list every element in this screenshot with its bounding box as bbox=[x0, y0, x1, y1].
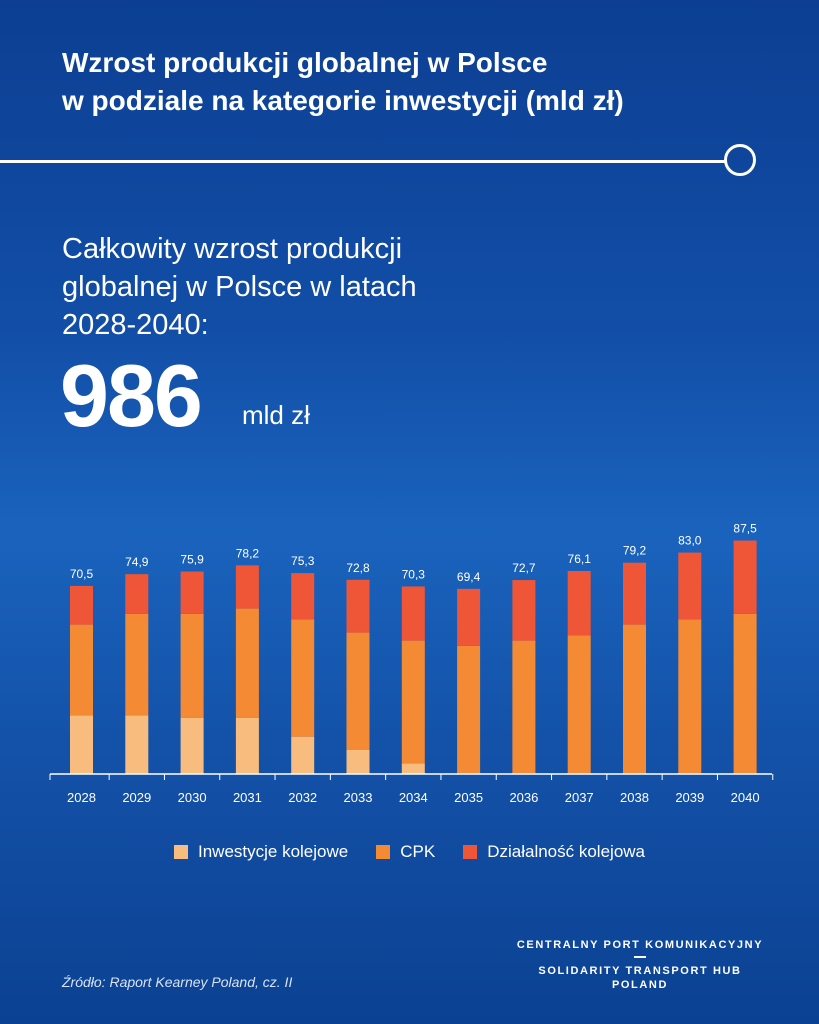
x-tick-label-2039: 2039 bbox=[675, 790, 704, 805]
bar-segment-2030-s0 bbox=[180, 717, 204, 774]
x-tick-label-2028: 2028 bbox=[67, 790, 96, 805]
x-tick-label-2040: 2040 bbox=[731, 790, 760, 805]
bar-segment-2040-s2 bbox=[733, 540, 757, 614]
x-tick-label-2030: 2030 bbox=[178, 790, 207, 805]
total-unit: mld zł bbox=[242, 400, 310, 430]
total-label-2028: 70,5 bbox=[70, 567, 94, 581]
brand-line-2: SOLIDARITY TRANSPORT HUB bbox=[538, 965, 742, 977]
legend-swatch-dzialalnosc bbox=[463, 845, 478, 859]
bar-segment-2030-s2 bbox=[180, 571, 204, 614]
bar-segment-2032-s2 bbox=[291, 573, 315, 620]
bar-segment-2032-s1 bbox=[291, 619, 315, 737]
chart-title: Wzrost produkcji globalnej w Polsce w po… bbox=[62, 44, 782, 120]
bar-segment-2033-s1 bbox=[346, 632, 370, 750]
summary-line-3: 2028-2040: bbox=[62, 309, 209, 341]
bar-segment-2039-s2 bbox=[678, 552, 702, 620]
bar-segment-2038-s1 bbox=[623, 624, 646, 774]
bar-segment-2031-s2 bbox=[235, 565, 259, 609]
legend-swatch-inwestycje bbox=[173, 845, 188, 859]
bar-segment-2037-s2 bbox=[567, 570, 591, 636]
total-label-2032: 75,3 bbox=[291, 554, 315, 568]
legend-label-cpk: CPK bbox=[400, 842, 436, 861]
title-line-1: Wzrost produkcji globalnej w Polsce bbox=[62, 47, 548, 78]
brand-logo-text: CENTRALNY PORT KOMUNIKACYJNY SOLIDARITY … bbox=[500, 938, 780, 992]
bar-segment-2038-s2 bbox=[623, 562, 646, 625]
x-tick-label-2037: 2037 bbox=[565, 790, 594, 805]
bar-segment-2035-s1 bbox=[457, 645, 481, 774]
legend-item-cpk: CPK bbox=[376, 842, 435, 862]
bar-segment-2033-s0 bbox=[346, 749, 370, 774]
summary-line-1: Całkowity wzrost produkcji bbox=[62, 233, 403, 265]
divider-circle-icon bbox=[724, 144, 756, 176]
chart-legend: Inwestycje kolejowe CPK Działalność kole… bbox=[0, 842, 819, 862]
x-tick-label-2036: 2036 bbox=[509, 790, 538, 805]
bar-segment-2028-s2 bbox=[70, 585, 93, 625]
total-label-2036: 72,7 bbox=[512, 561, 536, 575]
legend-item-inwestycje: Inwestycje kolejowe bbox=[173, 842, 349, 862]
brand-line-1: CENTRALNY PORT KOMUNIKACYJNY bbox=[516, 939, 764, 951]
bar-segment-2032-s0 bbox=[291, 736, 315, 774]
bar-segment-2029-s1 bbox=[125, 613, 149, 716]
total-label-2038: 79,2 bbox=[623, 544, 647, 558]
x-tick-label-2038: 2038 bbox=[620, 790, 649, 805]
bar-segment-2029-s0 bbox=[125, 715, 149, 774]
x-tick-label-2032: 2032 bbox=[288, 790, 317, 805]
total-label-2031: 78,2 bbox=[236, 546, 260, 560]
x-tick-label-2031: 2031 bbox=[233, 790, 262, 805]
bar-segment-2039-s1 bbox=[678, 619, 702, 774]
total-label-2029: 74,9 bbox=[125, 555, 149, 569]
bar-segment-2036-s1 bbox=[512, 640, 536, 774]
bar-segment-2034-s2 bbox=[401, 586, 425, 641]
total-value: 986 bbox=[60, 346, 203, 445]
title-line-2: w podziale na kategorie inwestycji (mld … bbox=[62, 85, 624, 116]
total-label-2035: 69,4 bbox=[457, 570, 481, 584]
total-label-2039: 83,0 bbox=[678, 534, 702, 548]
x-tick-label-2035: 2035 bbox=[454, 790, 483, 805]
legend-swatch-cpk bbox=[376, 845, 391, 859]
bar-segment-2034-s0 bbox=[401, 763, 425, 774]
legend-label-inwestycje: Inwestycje kolejowe bbox=[197, 842, 349, 861]
total-label-2033: 72,8 bbox=[346, 561, 370, 575]
legend-item-dzialalnosc: Działalność kolejowa bbox=[463, 842, 645, 862]
x-tick-label-2029: 2029 bbox=[122, 790, 151, 805]
summary-text: Całkowity wzrost produkcji globalnej w P… bbox=[62, 230, 582, 344]
bar-segment-2028-s1 bbox=[70, 624, 93, 716]
bar-segment-2030-s1 bbox=[180, 613, 204, 718]
bar-segment-2034-s1 bbox=[401, 640, 425, 764]
legend-label-dzialalnosc: Działalność kolejowa bbox=[487, 842, 646, 861]
summary-line-2: globalnej w Polsce w latach bbox=[62, 271, 417, 303]
brand-dash bbox=[634, 956, 646, 958]
bar-segment-2031-s1 bbox=[235, 608, 259, 718]
divider-line bbox=[0, 160, 726, 163]
bar-segment-2028-s0 bbox=[70, 715, 93, 774]
source-note: Źródło: Raport Kearney Poland, cz. II bbox=[62, 974, 293, 990]
x-tick-label-2034: 2034 bbox=[399, 790, 428, 805]
bar-segment-2035-s2 bbox=[457, 588, 481, 646]
bar-segment-2040-s1 bbox=[733, 613, 757, 774]
bar-segment-2036-s2 bbox=[512, 580, 536, 641]
total-label-2040: 87,5 bbox=[733, 522, 757, 536]
brand-line-3: POLAND bbox=[611, 979, 669, 991]
bar-segment-2029-s2 bbox=[125, 574, 149, 614]
bar-segment-2033-s2 bbox=[346, 579, 370, 633]
bar-segment-2037-s1 bbox=[567, 635, 591, 774]
stacked-bar-chart: 70,5 2028 74,9 2029 75,9 2030 78,2 2031 75,3 2032… bbox=[49, 522, 774, 805]
x-tick-label-2033: 2033 bbox=[344, 790, 373, 805]
bar-segment-2031-s0 bbox=[235, 717, 259, 774]
total-label-2030: 75,9 bbox=[180, 552, 204, 566]
total-label-2034: 70,3 bbox=[402, 567, 426, 581]
total-label-2037: 76,1 bbox=[568, 552, 592, 566]
